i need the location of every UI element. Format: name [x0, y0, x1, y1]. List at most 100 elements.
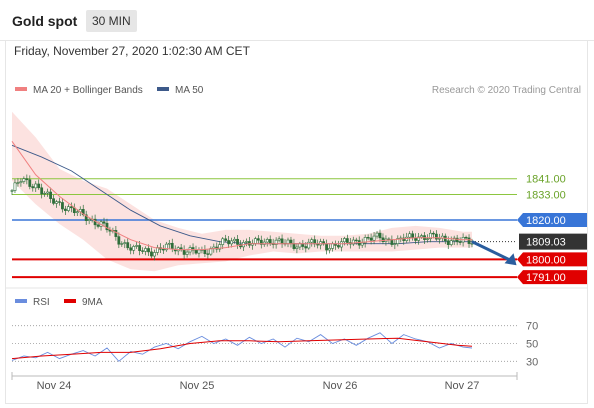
- candle-body: [420, 235, 423, 238]
- level-tag-support: [517, 252, 587, 267]
- candle-body: [236, 238, 239, 245]
- candle-body: [449, 240, 453, 245]
- candle-body: [354, 239, 358, 242]
- candle-body: [363, 237, 367, 244]
- candle-body: [295, 246, 299, 249]
- last-price-label: 1809.03: [526, 237, 566, 249]
- candle-body: [437, 238, 441, 240]
- bollinger-bands: [12, 111, 472, 272]
- candle-body: [381, 237, 385, 243]
- candle-body: [230, 240, 234, 245]
- candle-body: [233, 238, 236, 242]
- candle-body: [369, 237, 373, 241]
- candle-body: [203, 249, 207, 255]
- candle-body: [164, 243, 168, 251]
- candle-body: [31, 186, 35, 189]
- candle-body: [411, 233, 415, 239]
- legend-label-ma50: MA 50: [175, 85, 204, 96]
- level-tag-support: [517, 270, 587, 285]
- candle-body: [123, 242, 127, 244]
- candle-body: [105, 222, 109, 231]
- candle-body: [372, 235, 376, 241]
- candle-body: [117, 236, 121, 245]
- candle-body: [135, 245, 139, 247]
- candle-body: [256, 238, 260, 241]
- candle-body: [464, 236, 468, 239]
- candle-body: [55, 201, 58, 204]
- candle-body: [286, 239, 290, 244]
- level-label-pivot: 1820.00: [526, 215, 566, 227]
- x-tick-label: Nov 26: [323, 380, 358, 392]
- candle-body: [61, 202, 64, 210]
- x-tick-label: Nov 27: [445, 380, 480, 392]
- candle-body: [378, 232, 382, 239]
- candle-body: [328, 248, 331, 251]
- candle-body: [191, 247, 195, 251]
- candle-body: [325, 243, 328, 251]
- candle-body: [458, 241, 462, 243]
- candle-body: [185, 251, 189, 255]
- candle-body: [10, 190, 14, 192]
- level-label-support: 1791.00: [526, 272, 566, 284]
- candle-body: [408, 233, 412, 238]
- candle-body: [434, 233, 438, 240]
- level-label-resistance: 1833.00: [526, 189, 566, 201]
- legend-swatch-rsi: [15, 299, 27, 303]
- candle-body: [37, 183, 41, 189]
- x-tick-label: Nov 25: [180, 380, 215, 392]
- candle-body: [66, 206, 70, 211]
- candle-body: [58, 201, 61, 203]
- candle-body: [197, 249, 201, 254]
- candle-body: [194, 249, 198, 254]
- candle-body: [351, 239, 355, 245]
- candle-body: [144, 248, 147, 252]
- candle-body: [253, 238, 257, 244]
- candle-body: [150, 251, 153, 257]
- candle-body: [81, 209, 85, 216]
- candle-body: [153, 252, 156, 257]
- candle-body: [75, 211, 79, 214]
- candle-body: [129, 247, 133, 251]
- rsi-level-label: 30: [526, 356, 538, 368]
- candle-body: [96, 224, 100, 227]
- candle-body: [366, 237, 370, 239]
- candle-body: [102, 221, 106, 224]
- candle-body: [227, 240, 231, 245]
- candle-body: [114, 230, 118, 237]
- ma20-line: [11, 141, 472, 251]
- candle-body: [280, 238, 284, 244]
- credit-label: Research © 2020 Trading Central: [432, 85, 581, 96]
- candle-body: [245, 241, 248, 243]
- legend-label-9ma: 9MA: [82, 297, 103, 308]
- candle-body: [69, 206, 73, 209]
- candle-body: [84, 214, 88, 221]
- candle-body: [268, 239, 272, 244]
- level-label-resistance: 1841.00: [526, 174, 566, 186]
- legend-label-ma20: MA 20 + Bollinger Bands: [33, 85, 143, 96]
- legend-swatch-ma50: [157, 87, 169, 91]
- candle-body: [289, 239, 293, 244]
- candle-body: [138, 245, 142, 251]
- candle-body: [49, 191, 52, 199]
- candle-body: [360, 242, 364, 246]
- candle-body: [307, 241, 311, 249]
- candle-body: [337, 245, 340, 248]
- candle-body: [224, 238, 228, 241]
- candle-body: [87, 219, 91, 221]
- candle-body: [432, 232, 435, 235]
- candle-body: [274, 239, 278, 245]
- legend-swatch-ma20: [15, 87, 27, 91]
- candle-body: [167, 242, 171, 245]
- timeframe-badge[interactable]: 30 MIN: [86, 10, 137, 32]
- candle-body: [206, 253, 210, 255]
- level-tag-pivot: [517, 213, 587, 228]
- candle-body: [43, 192, 47, 195]
- rsi-level-label: 70: [526, 321, 538, 333]
- candle-body: [467, 237, 471, 244]
- candle-body: [34, 183, 38, 189]
- rsi-line: [11, 332, 473, 362]
- candle-body: [182, 249, 186, 255]
- chart-frame: [5, 40, 588, 404]
- candle-body: [161, 248, 165, 251]
